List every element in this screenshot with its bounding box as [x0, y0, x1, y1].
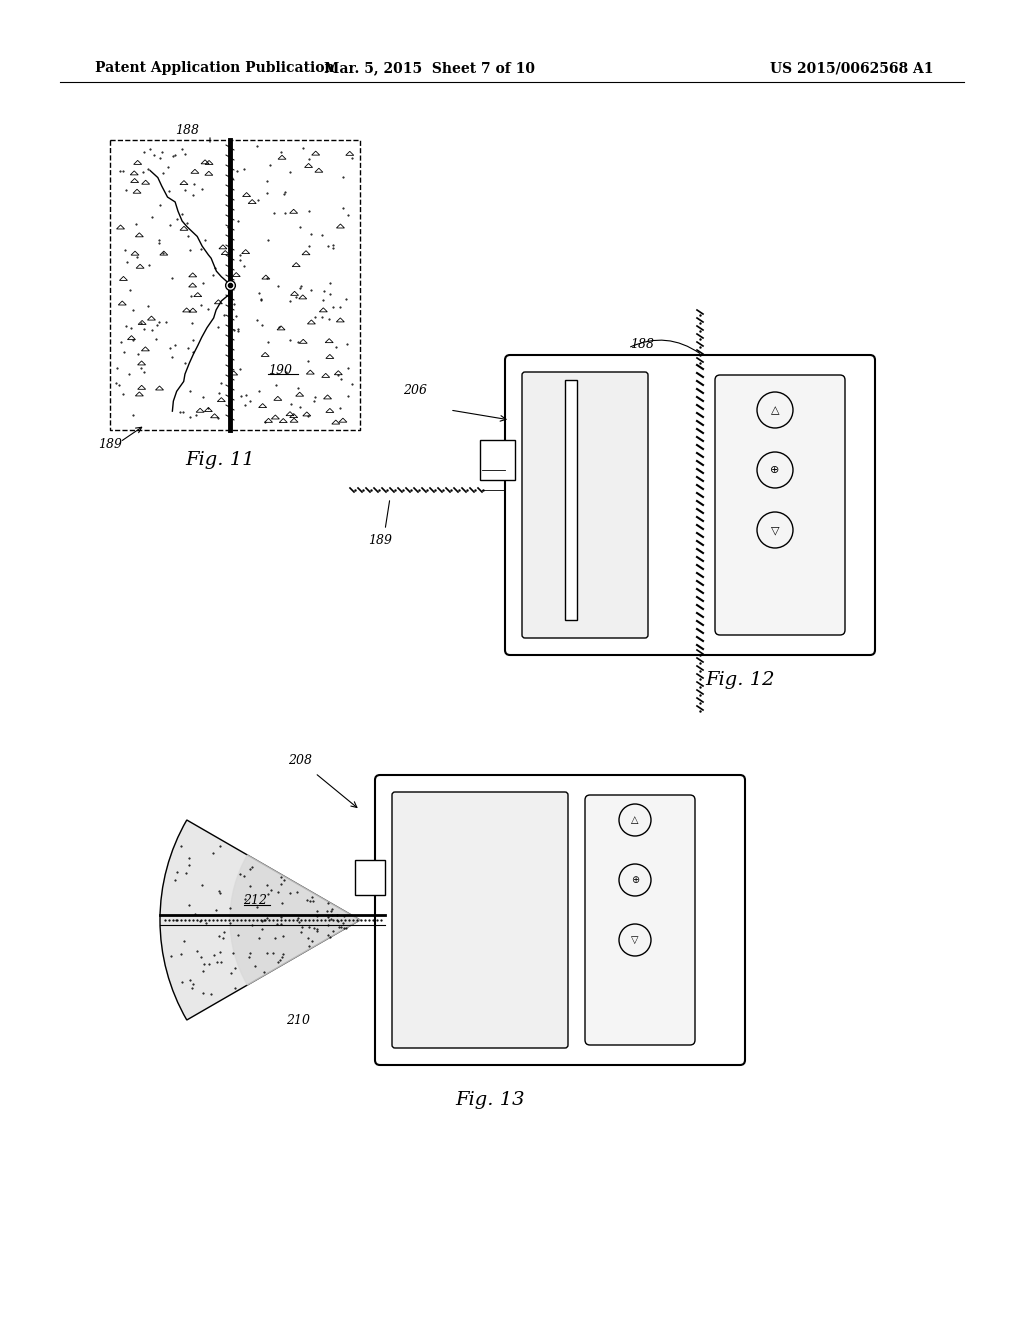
Text: ⊕: ⊕: [770, 465, 779, 475]
Text: 188: 188: [630, 338, 654, 351]
Text: 188: 188: [175, 124, 199, 136]
Text: 208: 208: [288, 754, 312, 767]
Text: △: △: [771, 405, 779, 414]
Text: ⊕: ⊕: [631, 875, 639, 884]
Text: ▽: ▽: [771, 525, 779, 535]
Text: 210: 210: [286, 1014, 310, 1027]
Wedge shape: [160, 820, 360, 1020]
Text: Mar. 5, 2015  Sheet 7 of 10: Mar. 5, 2015 Sheet 7 of 10: [325, 61, 536, 75]
FancyBboxPatch shape: [505, 355, 874, 655]
Bar: [355, 861, 385, 895]
Wedge shape: [230, 855, 360, 985]
Text: ▽: ▽: [631, 935, 639, 945]
FancyBboxPatch shape: [715, 375, 845, 635]
Text: Fig. 11: Fig. 11: [185, 451, 255, 469]
Text: Fig. 13: Fig. 13: [456, 1092, 524, 1109]
FancyBboxPatch shape: [375, 775, 745, 1065]
Text: 189: 189: [368, 533, 392, 546]
Text: 212: 212: [243, 894, 267, 907]
Bar: [565, 380, 577, 620]
Text: 189: 189: [98, 438, 122, 451]
Text: US 2015/0062568 A1: US 2015/0062568 A1: [770, 61, 934, 75]
FancyBboxPatch shape: [522, 372, 648, 638]
Text: 206: 206: [403, 384, 427, 396]
Text: △: △: [631, 814, 639, 825]
Text: Patent Application Publication: Patent Application Publication: [95, 61, 335, 75]
Text: Fig. 12: Fig. 12: [706, 671, 775, 689]
Text: 190: 190: [268, 363, 292, 376]
Bar: [480, 440, 515, 480]
FancyBboxPatch shape: [392, 792, 568, 1048]
FancyBboxPatch shape: [585, 795, 695, 1045]
